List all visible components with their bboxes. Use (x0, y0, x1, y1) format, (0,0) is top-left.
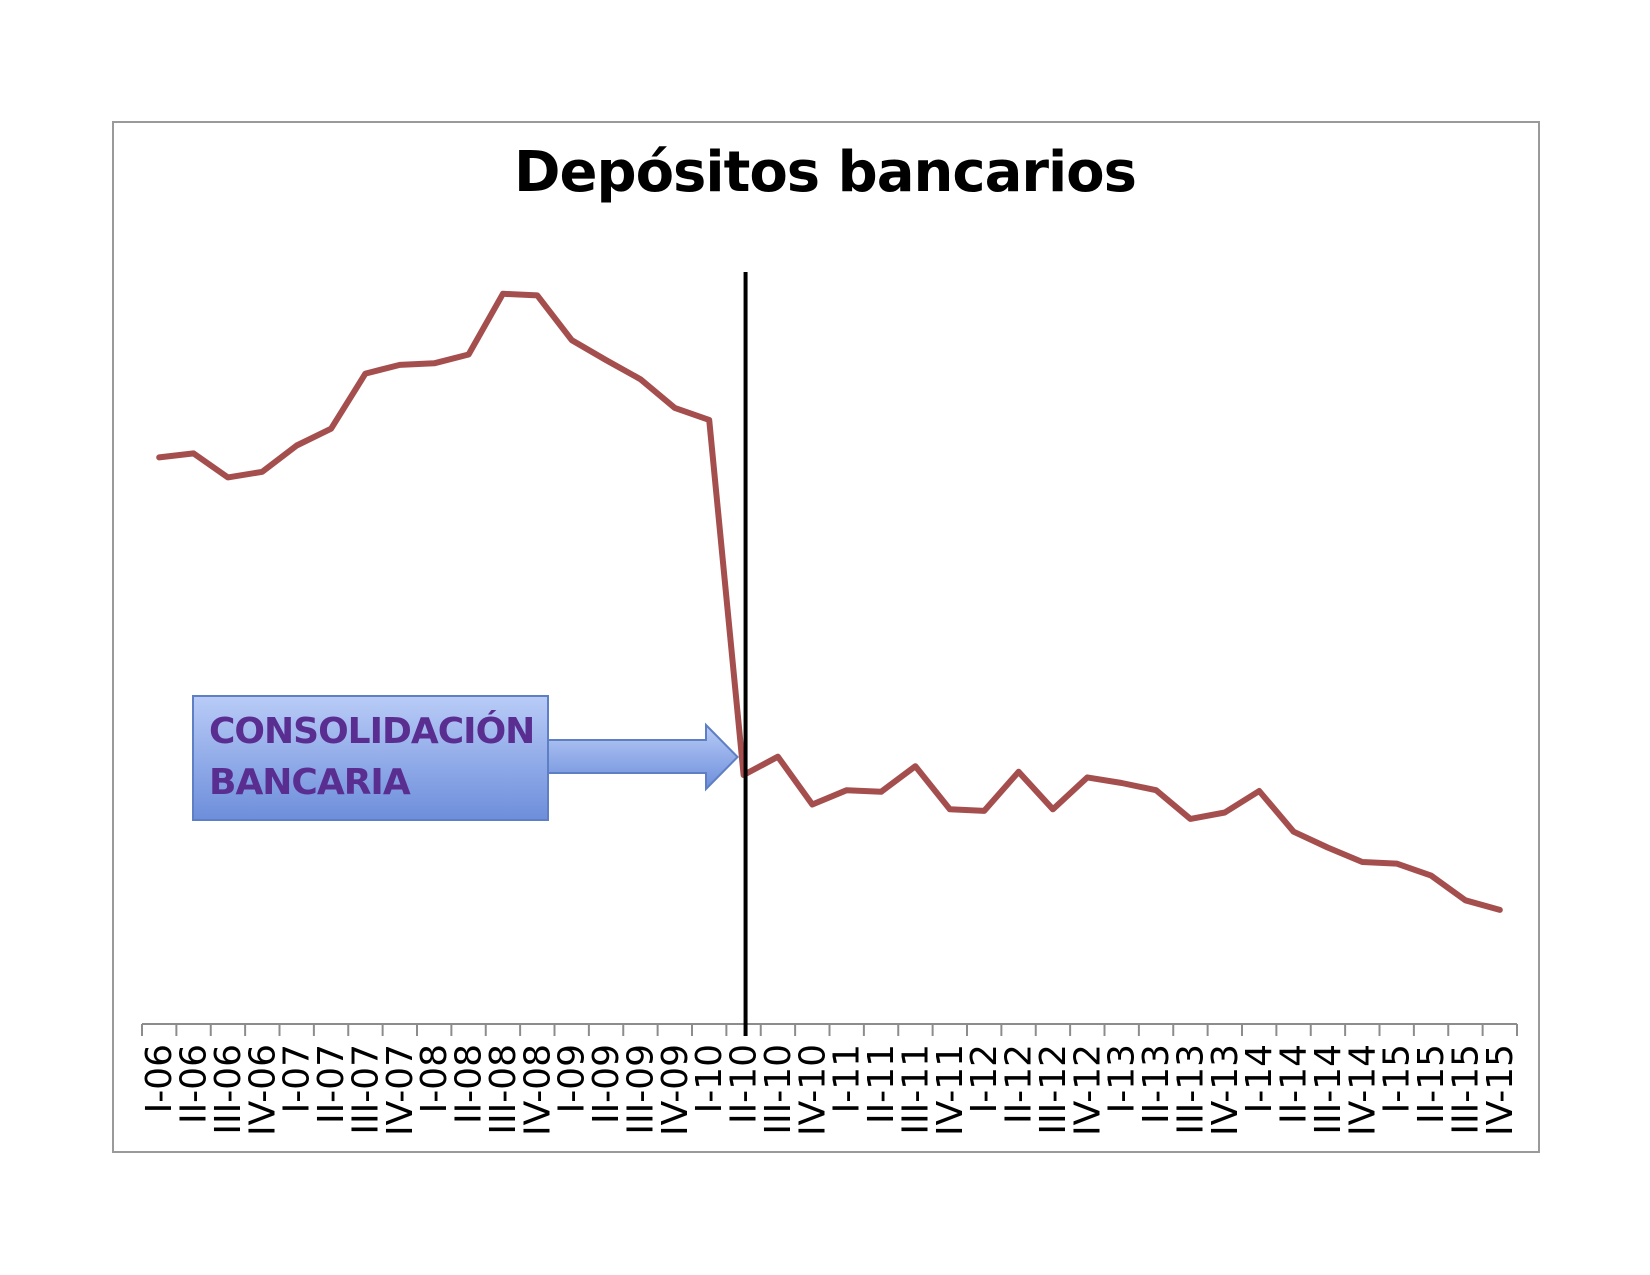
data-point (1292, 830, 1295, 833)
x-tick-label: III-12 (1033, 1044, 1074, 1135)
x-tick-label: I-06 (139, 1044, 180, 1113)
data-point (1361, 861, 1364, 864)
x-tick-label: II-10 (724, 1044, 765, 1124)
data-point (1051, 808, 1054, 811)
data-point (1189, 817, 1192, 820)
data-point (1120, 782, 1123, 785)
callout-text-line: CONSOLIDACIÓN (209, 710, 534, 752)
series-group (156, 290, 1503, 913)
data-point (1258, 789, 1261, 792)
data-point (639, 378, 642, 381)
x-tick-label: III-13 (1170, 1044, 1211, 1135)
x-tick-label: I-08 (414, 1044, 455, 1113)
data-point (811, 803, 814, 806)
data-point (1395, 862, 1398, 865)
x-tick-label: IV-07 (380, 1044, 421, 1136)
x-tick-label: IV-06 (242, 1044, 283, 1136)
x-tick-label: IV-10 (792, 1044, 833, 1136)
x-tick-label: III-11 (895, 1044, 936, 1135)
data-point (880, 790, 883, 793)
x-tick-label: IV-09 (655, 1044, 696, 1136)
x-tick-label: I-14 (1239, 1044, 1280, 1113)
data-point (158, 456, 161, 459)
data-point (708, 418, 711, 421)
data-point (570, 339, 573, 342)
x-tick-label: III-15 (1445, 1044, 1486, 1135)
x-tick-label: IV-13 (1205, 1044, 1246, 1136)
x-tick-label: II-11 (861, 1044, 902, 1124)
data-point (536, 294, 539, 297)
x-tick-label: III-14 (1308, 1044, 1349, 1135)
callout-arrow (547, 722, 739, 792)
x-tick-label: II-08 (449, 1044, 490, 1124)
data-point (1430, 874, 1433, 877)
x-tick-label: II-07 (311, 1044, 352, 1124)
x-tick-label: II-15 (1411, 1044, 1452, 1124)
data-point (1155, 789, 1158, 792)
x-tick-label: IV-12 (1067, 1044, 1108, 1136)
data-point (1464, 899, 1467, 902)
data-point (501, 292, 504, 295)
data-point (845, 789, 848, 792)
data-point (914, 765, 917, 768)
x-tick-label: IV-08 (517, 1044, 558, 1136)
x-tick-label: III-07 (345, 1044, 386, 1135)
x-tick-label: I-11 (827, 1044, 868, 1113)
x-tick-label: III-08 (483, 1044, 524, 1135)
chart-frame (112, 121, 1540, 1153)
callout-box (192, 695, 549, 821)
data-point (398, 363, 401, 366)
data-point (261, 470, 264, 473)
data-point (192, 452, 195, 455)
x-tick-label: I-10 (689, 1044, 730, 1113)
series-line (156, 290, 1503, 913)
data-point (295, 444, 298, 447)
x-tick-label: I-09 (552, 1044, 593, 1113)
x-tick-label: I-12 (964, 1044, 1005, 1113)
data-point (226, 476, 229, 479)
data-point (605, 359, 608, 362)
data-point (1223, 811, 1226, 814)
data-point (330, 427, 333, 430)
data-point (948, 808, 951, 811)
x-axis: I-06II-06III-06IV-06I-07II-07III-07IV-07… (139, 1023, 1521, 1136)
callout-text-line: BANCARIA (209, 762, 411, 803)
data-point (364, 372, 367, 375)
consolidacion-callout: CONSOLIDACIÓN BANCARIA (192, 695, 739, 821)
x-tick-label: III-09 (620, 1044, 661, 1135)
x-tick-label: II-14 (1274, 1044, 1315, 1124)
x-tick-label: II-12 (999, 1044, 1040, 1124)
x-tick-label: III-10 (758, 1044, 799, 1135)
x-tick-label: II-13 (1136, 1044, 1177, 1124)
x-tick-label: IV-11 (930, 1044, 971, 1136)
data-point (1498, 908, 1501, 911)
data-point (983, 809, 986, 812)
data-point (673, 406, 676, 409)
data-point (1326, 846, 1329, 849)
x-tick-label: IV-15 (1480, 1044, 1521, 1136)
x-tick-label: III-06 (208, 1044, 249, 1135)
data-point (1086, 776, 1089, 779)
x-tick-label: IV-14 (1342, 1044, 1383, 1136)
data-point (433, 362, 436, 365)
x-tick-label: II-09 (586, 1044, 627, 1124)
x-tick-label: I-07 (277, 1044, 318, 1113)
data-point (1017, 770, 1020, 773)
x-tick-label: I-13 (1102, 1044, 1143, 1113)
data-point (467, 353, 470, 356)
chart-title: Depósitos bancarios (514, 140, 1137, 205)
data-point (776, 755, 779, 758)
x-tick-label: I-15 (1377, 1044, 1418, 1113)
x-tick-label: II-06 (174, 1044, 215, 1124)
